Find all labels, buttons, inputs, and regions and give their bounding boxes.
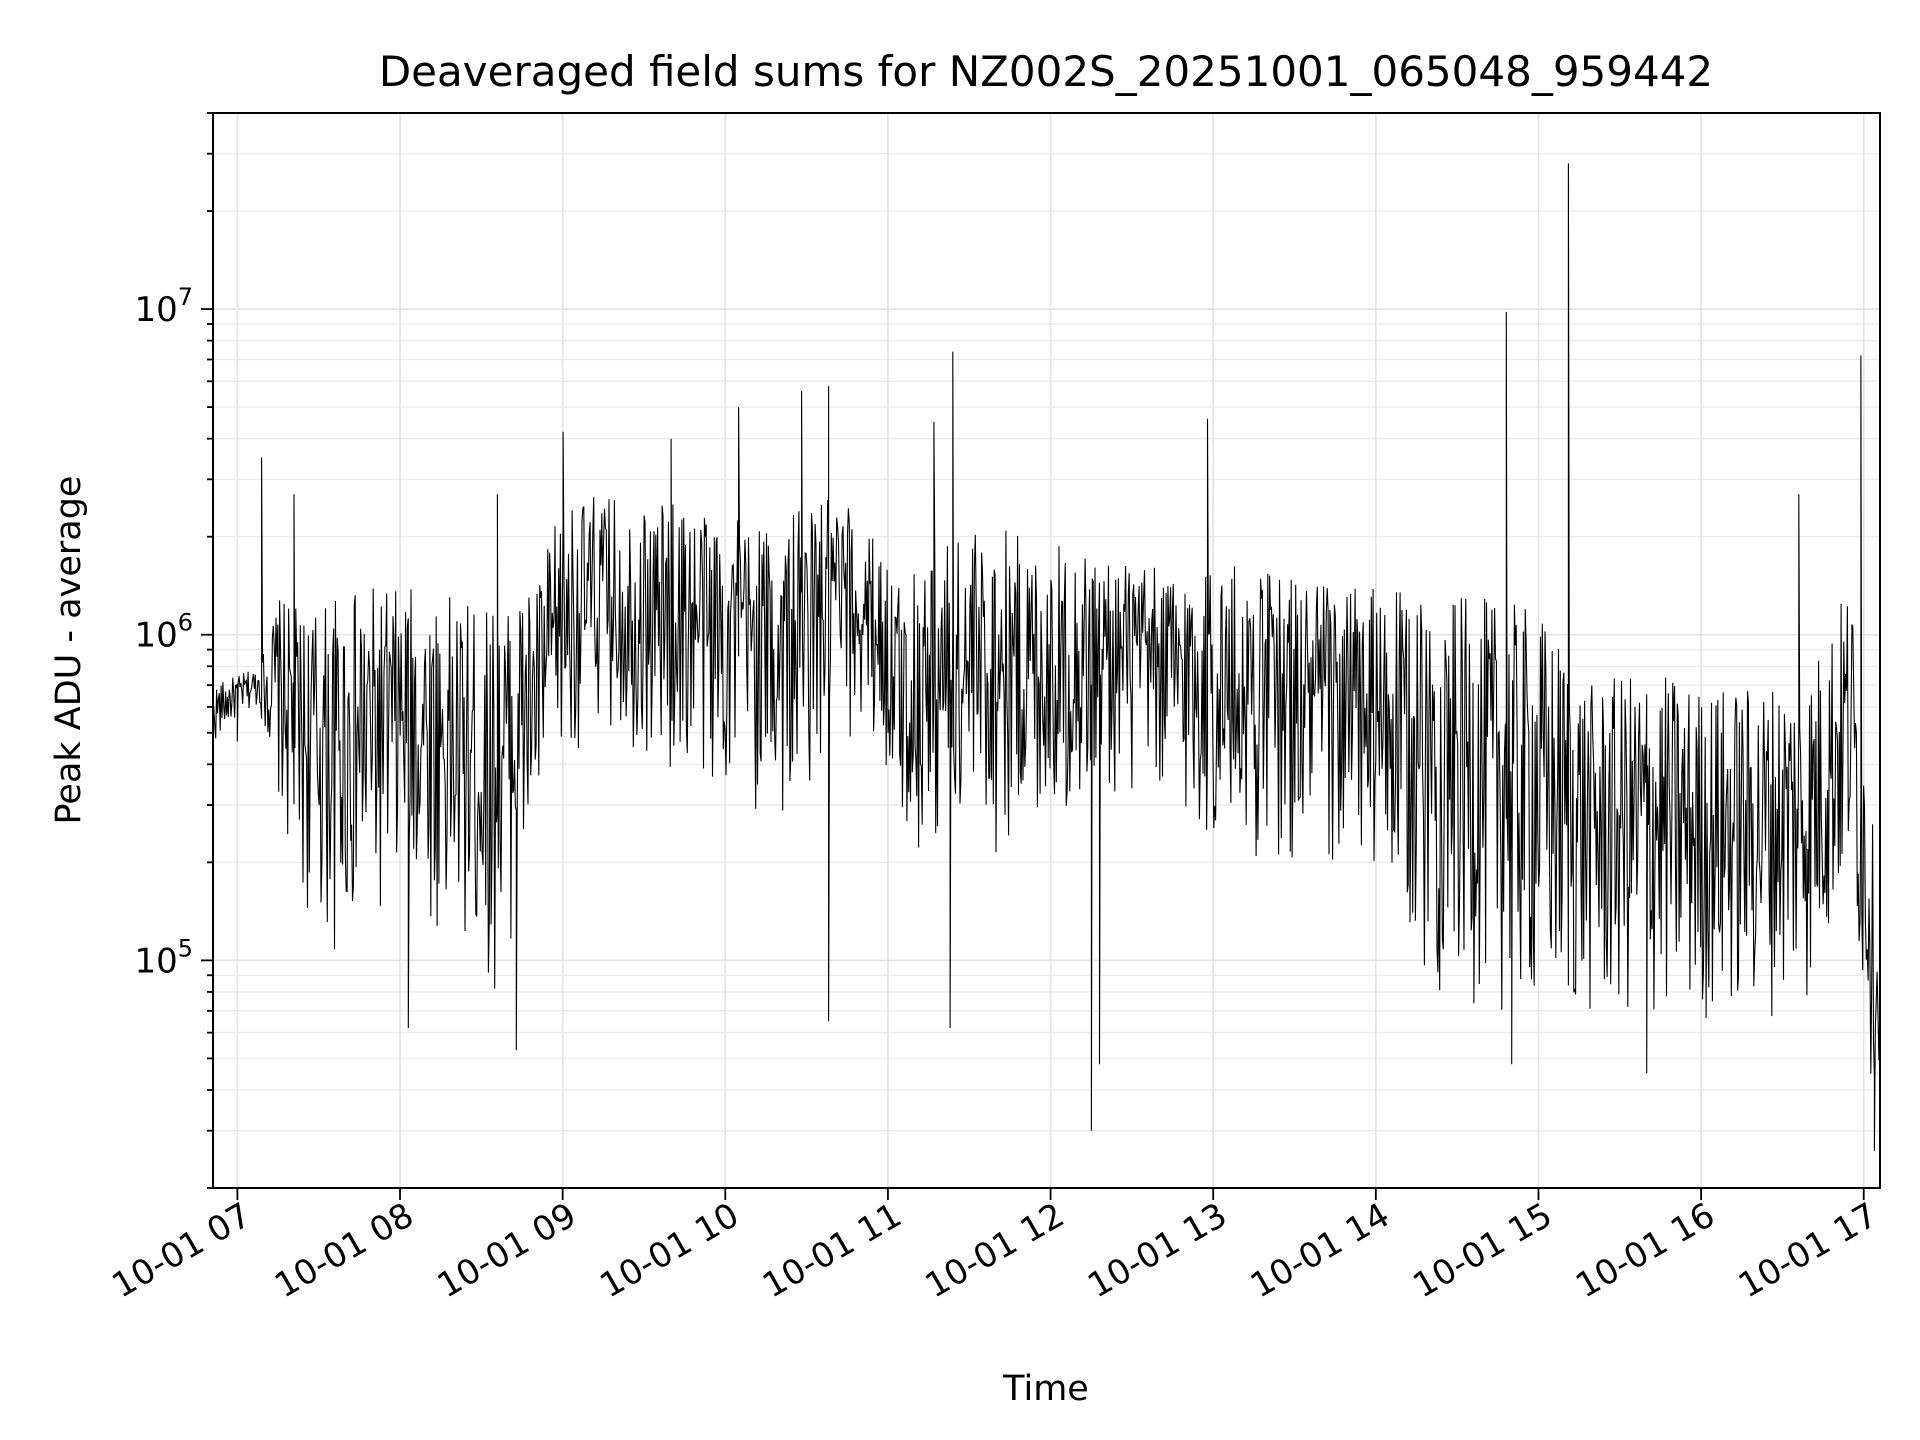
- x-tick-label: 10-01 08: [268, 1195, 420, 1306]
- chart-title: Deaveraged field sums for NZ002S_2025100…: [379, 47, 1713, 96]
- y-tick-base: 10: [134, 616, 177, 656]
- y-tick-label: 107: [134, 283, 193, 330]
- x-tick-label: 10-01 14: [1244, 1195, 1396, 1306]
- x-tick-label: 10-01 12: [919, 1195, 1071, 1306]
- x-tick-label: 10-01 16: [1569, 1195, 1721, 1306]
- x-tick-label: 10-01 17: [1732, 1195, 1884, 1306]
- x-tick-label: 10-01 07: [106, 1195, 258, 1306]
- y-tick-label: 106: [134, 609, 193, 656]
- y-tick-exponent: 6: [178, 609, 193, 637]
- x-tick-label: 10-01 09: [431, 1195, 583, 1306]
- series-layer: [212, 163, 1881, 1151]
- x-tick-label: 10-01 10: [593, 1195, 745, 1306]
- x-axis-ticks: 10-01 07 10-01 08 10-01 09 10-01 10 10-01 11…: [106, 1188, 1884, 1306]
- series-line: [212, 163, 1881, 1151]
- y-tick-base: 10: [134, 290, 177, 330]
- y-tick-exponent: 7: [178, 283, 193, 311]
- x-tick-label: 10-01 15: [1407, 1195, 1559, 1306]
- y-axis-label: Peak ADU - average: [49, 476, 89, 825]
- y-tick-exponent: 5: [178, 934, 193, 962]
- x-axis-label: Time: [1002, 1369, 1089, 1409]
- y-tick-label: 105: [134, 934, 193, 981]
- y-tick-base: 10: [134, 941, 177, 981]
- x-tick-label: 10-01 13: [1081, 1195, 1233, 1306]
- x-tick-label: 10-01 11: [756, 1195, 908, 1306]
